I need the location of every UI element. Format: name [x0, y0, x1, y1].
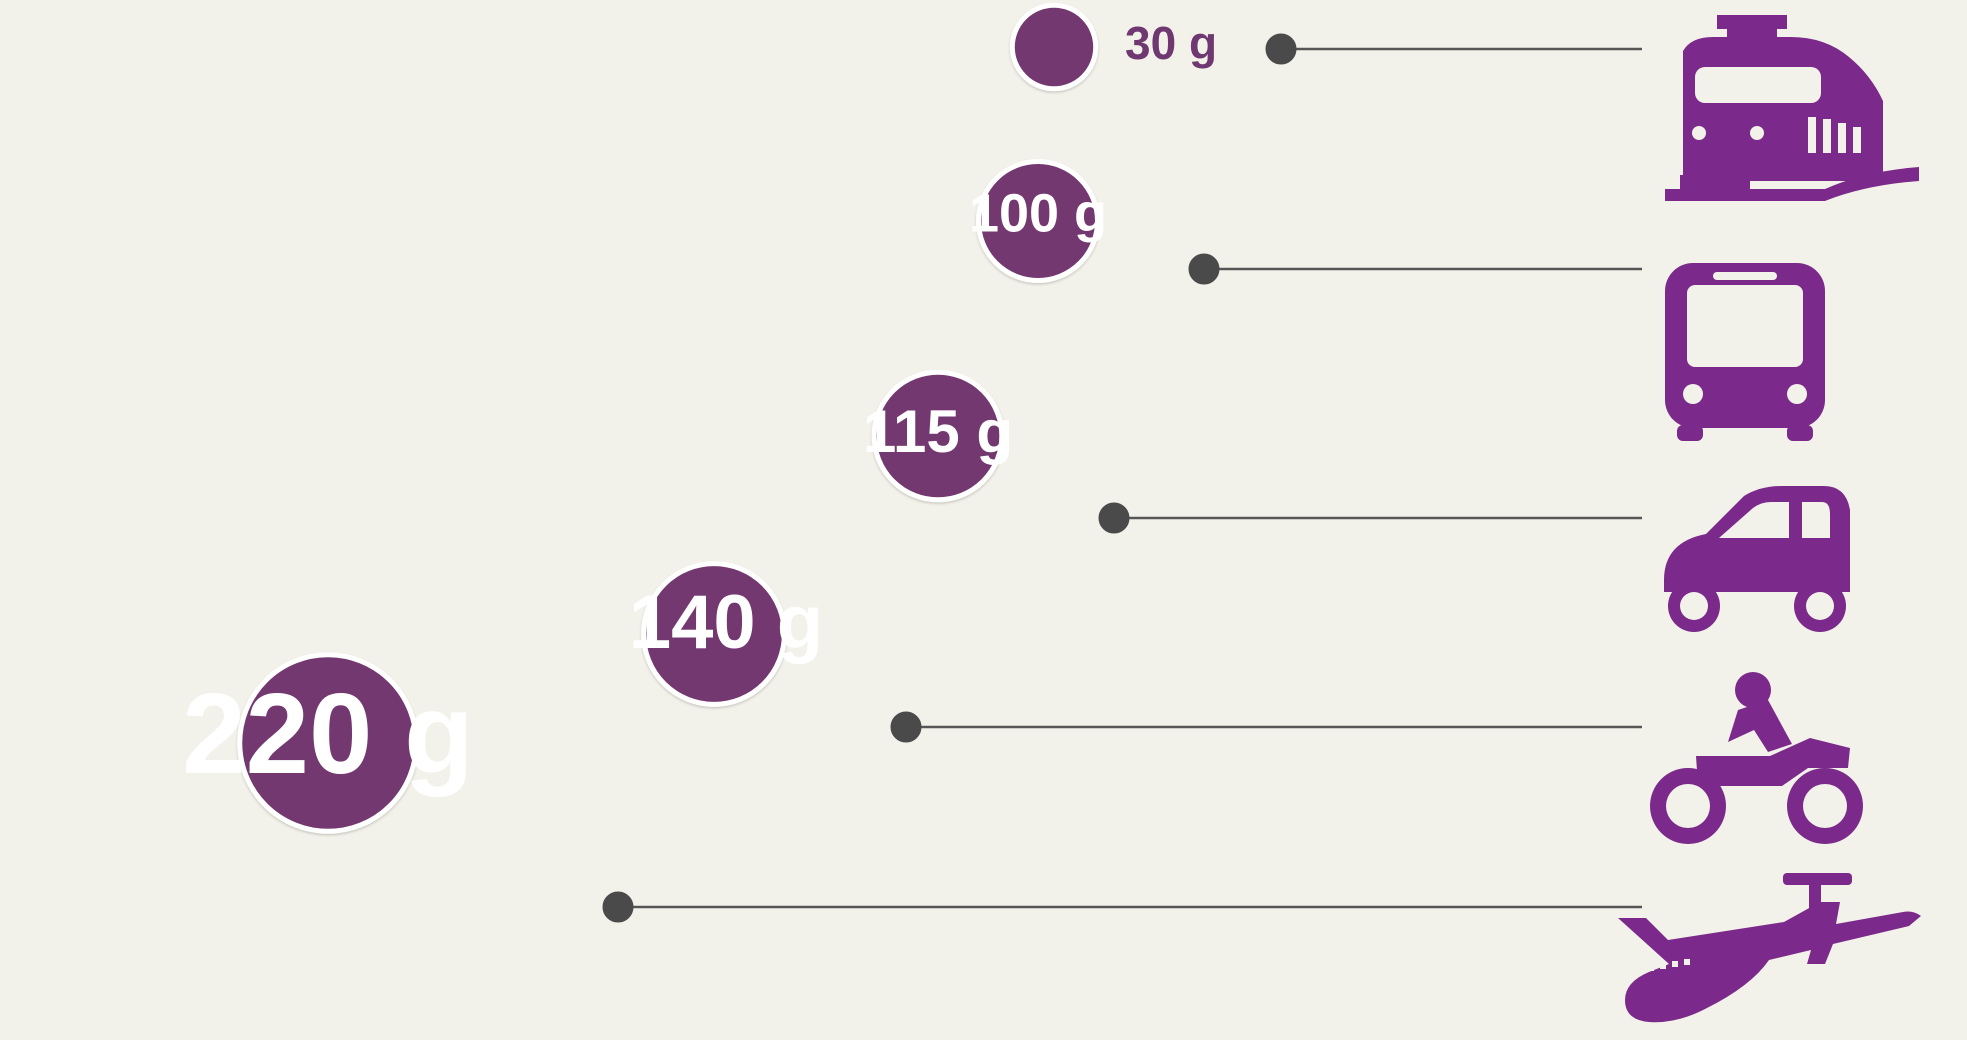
airplane-icon [1618, 873, 1921, 1023]
bubble-label-100g: 100 g [969, 183, 1107, 243]
motorcycle-icon [1650, 672, 1863, 844]
bubble-115g-group: 115 g [863, 369, 1013, 503]
bubble-140g [641, 561, 787, 707]
bubble-label-140g: 140 g [629, 580, 823, 665]
bubble-30g-group: 30 g [1009, 2, 1217, 92]
icons-column [1618, 15, 1921, 1023]
connector-lines [602, 33, 1642, 923]
bubble-140g-group: 140 g [629, 561, 823, 707]
bubbles-group: 220 g 140 g 115 g 100 g 30 g [182, 2, 1217, 834]
bubble-30g [1009, 2, 1099, 92]
bubble-100g [976, 159, 1100, 283]
bubble-220g [237, 652, 419, 834]
bubble-100g-group: 100 g [969, 159, 1107, 283]
connector-dot-100g [1188, 253, 1220, 285]
train-icon [1665, 15, 1919, 201]
bubble-label-30g: 30 g [1125, 17, 1217, 69]
bus-icon [1665, 263, 1825, 441]
connector-dot-220g [602, 891, 634, 923]
connector-dot-115g [1098, 502, 1130, 534]
bubble-label-115g: 115 g [863, 398, 1013, 465]
connector-dot-30g [1265, 33, 1297, 65]
bubble-115g [871, 369, 1005, 503]
car-icon [1664, 486, 1850, 632]
bubble-label-220g: 220 g [182, 671, 474, 798]
connector-dot-140g [890, 711, 922, 743]
bubble-220g-group: 220 g [182, 652, 474, 834]
